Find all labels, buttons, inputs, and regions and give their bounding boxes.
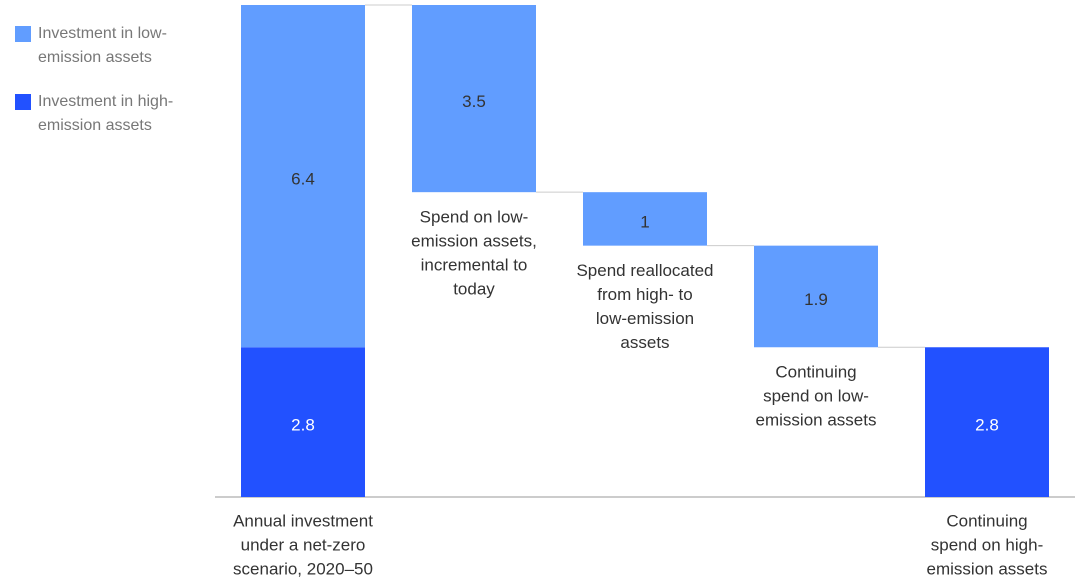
value-label: 6.4 xyxy=(291,170,315,189)
legend-item: Investment in high-emission assets xyxy=(15,90,203,138)
category-label: from high- to xyxy=(597,285,692,304)
legend-item: Investment in low-emission assets xyxy=(15,22,203,70)
category-label: Continuing xyxy=(946,511,1027,530)
category-label: emission assets xyxy=(927,559,1048,578)
category-label: today xyxy=(453,280,495,299)
legend-label: Investment in low-emission assets xyxy=(38,25,167,66)
legend-label: Investment in high-emission assets xyxy=(38,93,174,134)
category-label: Annual investment xyxy=(233,511,373,530)
value-label: 1.9 xyxy=(804,290,828,309)
category-label: spend on high- xyxy=(931,535,1043,554)
bar xyxy=(925,347,1049,497)
category-label: under a net-zero xyxy=(241,535,366,554)
category-label: spend on low- xyxy=(763,387,869,406)
legend-swatch xyxy=(15,94,31,110)
bar xyxy=(241,5,365,348)
value-label: 2.8 xyxy=(291,416,315,435)
category-label: emission assets xyxy=(756,411,877,430)
bar xyxy=(583,192,707,246)
category-label: Spend reallocated xyxy=(576,261,713,280)
category-label: Spend on low- xyxy=(420,208,529,227)
value-label: 3.5 xyxy=(462,92,486,111)
bar xyxy=(412,5,536,193)
bar xyxy=(754,245,878,348)
bar xyxy=(241,347,365,497)
category-label: low-emission xyxy=(596,309,694,328)
category-label: emission assets, xyxy=(411,232,537,251)
category-label: incremental to xyxy=(421,256,528,275)
category-label: assets xyxy=(620,333,669,352)
value-label: 1 xyxy=(640,212,649,231)
value-label: 2.8 xyxy=(975,416,999,435)
category-label: scenario, 2020–50 xyxy=(233,559,373,578)
category-label: Continuing xyxy=(775,363,856,382)
legend-swatch xyxy=(15,26,31,42)
